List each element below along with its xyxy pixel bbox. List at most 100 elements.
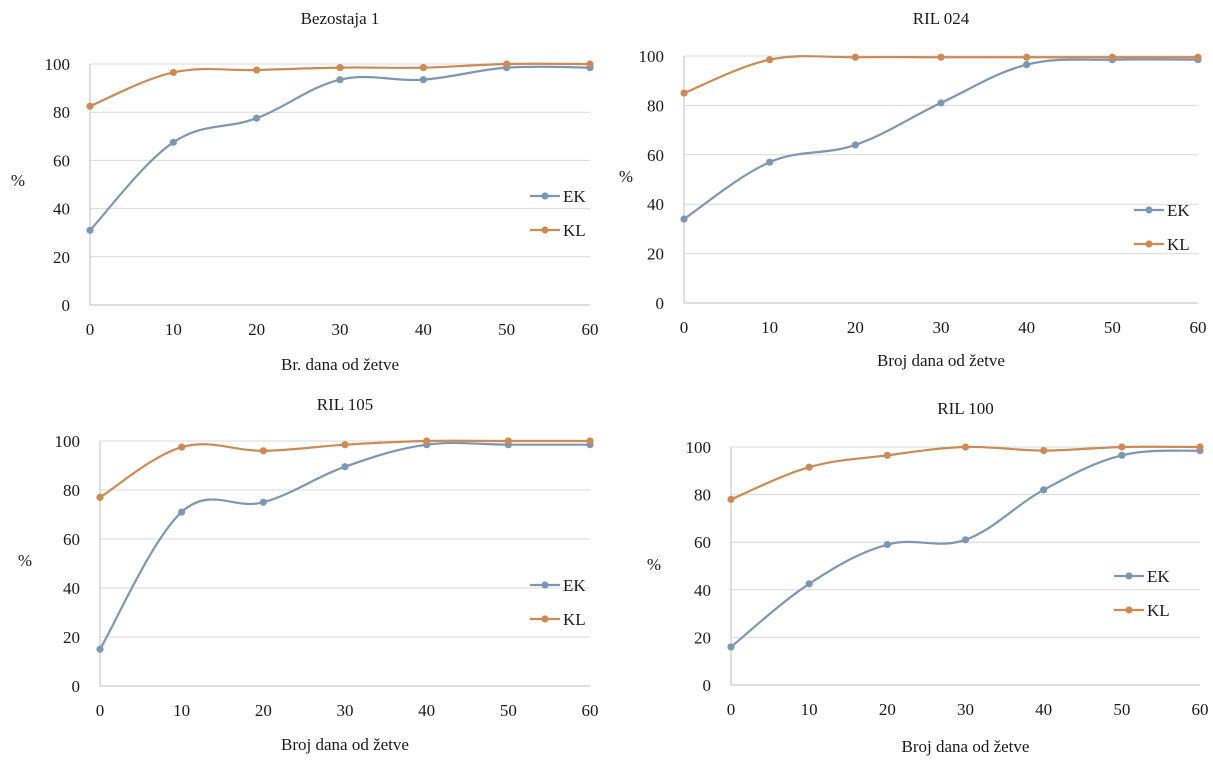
y-tick-label: 100 [45,55,71,74]
data-point-kl [937,53,945,61]
legend-label-kl: KL [563,610,586,629]
y-tick-label: 60 [647,146,664,165]
data-point-kl [96,493,104,501]
x-tick-label: 0 [680,318,689,337]
legend-label-ek: EK [1147,567,1170,586]
y-tick-label: 60 [53,151,70,170]
x-tick-label: 20 [847,318,864,337]
x-axis-label: Broj dana od žetve [902,737,1030,756]
x-tick-label: 10 [173,701,190,720]
x-tick-label: 30 [957,700,974,719]
y-tick-label: 20 [694,628,711,647]
data-point-ek [341,463,349,471]
x-tick-label: 10 [801,700,818,719]
legend-label-ek: EK [563,576,586,595]
data-point-kl [1196,443,1204,451]
data-point-ek [727,643,735,651]
legend-marker-ek [541,581,549,589]
chart-svg: RIL 024 0 20 40 60 80 100 0 10 20 30 40 50 60 Broj dan… [619,9,1207,370]
x-tick-label: 40 [415,320,432,339]
chart-title: RIL 105 [317,395,374,414]
y-axis-label: % [619,167,633,186]
x-tick-label: 30 [337,701,354,720]
data-point-kl [1040,446,1048,455]
data-point-kl [253,66,261,74]
series-line-ek [99,441,590,650]
x-tick-label: 40 [1035,700,1052,719]
data-point-kl [419,64,427,72]
data-point-kl [1023,53,1031,61]
x-tick-label: 40 [1018,318,1035,337]
legend-marker-ek [1125,572,1133,580]
data-point-kl [336,64,344,72]
data-point-kl [504,437,512,445]
data-point-ek [1118,451,1126,459]
y-tick-label: 60 [63,530,80,549]
data-point-kl [680,89,688,97]
chart-svg: RIL 105 0 20 40 60 80 100 0 10 20 30 40 50 60 Broj dan… [18,395,599,754]
x-tick-label: 60 [582,320,599,339]
y-tick-label: 80 [63,481,80,500]
data-point-kl [259,447,267,455]
chart-svg: Bezostaja 1 0 20 40 60 80 100 0 10 20 30 40 50 60 Br. … [11,9,599,374]
legend-label-kl: KL [1147,601,1170,620]
data-point-ek [937,99,945,107]
y-tick-label: 100 [639,47,665,66]
series-line-ek [683,58,1199,220]
y-tick-label: 100 [55,432,81,451]
x-tick-label: 30 [332,320,349,339]
data-point-ek [883,540,891,549]
legend-marker-kl [541,615,549,623]
x-tick-label: 10 [761,318,778,337]
x-tick-label: 20 [248,320,265,339]
legend-marker-kl [541,226,549,234]
data-point-ek [766,158,774,166]
data-point-ek [680,215,688,223]
y-tick-label: 40 [63,579,80,598]
data-point-ek [253,114,261,122]
y-tick-label: 0 [656,294,665,313]
y-tick-label: 80 [694,486,711,505]
data-point-kl [86,102,94,110]
x-tick-label: 50 [1104,318,1121,337]
x-axis-label: Br. dana od žetve [281,355,399,374]
y-tick-label: 20 [647,245,664,264]
legend-marker-ek [1145,206,1153,214]
y-tick-label: 20 [53,248,70,267]
legend-marker-kl [1125,606,1133,614]
data-point-ek [961,536,970,544]
x-axis-label: Broj dana od žetve [877,351,1005,370]
x-tick-label: 0 [86,320,95,339]
y-tick-label: 80 [53,103,70,122]
data-point-ek [851,141,859,149]
chart-ril-100: RIL 100 0 20 40 60 80 100 0 10 20 30 40 50 60 Broj dan… [606,380,1213,760]
data-point-kl [1118,443,1126,451]
x-tick-label: 60 [1190,318,1207,337]
legend-label-ek: EK [1167,201,1190,220]
data-point-ek [419,76,427,84]
x-tick-label: 50 [500,701,517,720]
data-point-kl [727,495,735,503]
data-point-kl [1194,53,1202,61]
chart-title: Bezostaja 1 [301,9,380,28]
data-point-kl [883,451,891,459]
x-tick-label: 30 [933,318,950,337]
y-tick-label: 40 [53,200,70,219]
data-point-ek [1023,61,1031,69]
data-point-kl [178,443,186,451]
y-tick-label: 0 [703,676,712,695]
x-tick-label: 10 [165,320,182,339]
data-point-ek [1040,486,1048,494]
data-point-kl [503,60,511,68]
series-line-ek [730,449,1201,648]
x-tick-label: 50 [1113,700,1130,719]
series-line-kl [683,55,1198,95]
data-point-kl [851,53,859,61]
data-point-ek [86,226,94,234]
legend-marker-ek [541,192,549,200]
y-tick-label: 0 [72,677,81,696]
legend-marker-kl [1145,240,1153,248]
x-tick-label: 0 [727,700,736,719]
y-tick-label: 20 [63,628,80,647]
data-point-kl [586,60,594,68]
